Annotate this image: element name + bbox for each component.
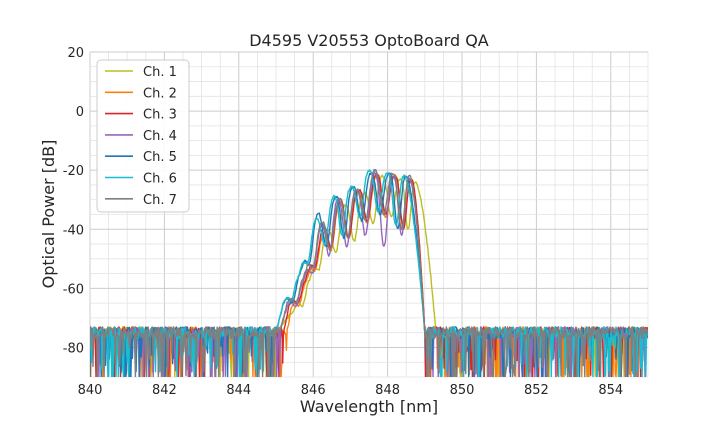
legend-label: Ch. 6 (143, 172, 177, 187)
x-tick-label: 850 (450, 383, 475, 398)
legend: Ch. 1 Ch. 2 Ch. 3 Ch. 4 Ch. 5 Ch. 6 Ch. 7 (96, 59, 190, 213)
legend-label: Ch. 4 (143, 129, 177, 144)
y-axis-title: Optical Power [dB] (39, 140, 58, 289)
x-axis-title: Wavelength [nm] (300, 397, 438, 416)
y-tick-label: -60 (63, 282, 84, 297)
x-tick-label: 854 (598, 383, 623, 398)
y-tick-label: -40 (63, 223, 84, 238)
x-tick-label: 852 (524, 383, 549, 398)
plot-area (90, 168, 648, 377)
series-line-ch-7 (90, 168, 648, 377)
y-tick-label: -80 (63, 341, 84, 356)
series-layer (90, 168, 648, 377)
legend-label: Ch. 2 (143, 86, 177, 101)
x-tick-label: 840 (78, 383, 103, 398)
x-tick-label: 848 (375, 383, 400, 398)
y-tick-label: 20 (67, 46, 84, 61)
legend-label: Ch. 1 (143, 65, 177, 80)
x-tick-label: 842 (152, 383, 177, 398)
legend-label: Ch. 5 (143, 150, 177, 165)
legend-frame (96, 59, 190, 213)
legend-label: Ch. 7 (143, 193, 177, 208)
y-tick-label: -20 (63, 164, 84, 179)
x-tick-label: 844 (226, 383, 251, 398)
chart-title: D4595 V20553 OptoBoard QA (249, 31, 489, 50)
y-tick-labels: -80 -60 -40 -20 0 20 (63, 46, 84, 356)
x-tick-label: 846 (301, 383, 326, 398)
legend-label: Ch. 3 (143, 108, 177, 123)
y-tick-label: 0 (76, 105, 84, 120)
x-tick-labels: 840 842 844 846 848 850 852 854 (78, 383, 624, 398)
